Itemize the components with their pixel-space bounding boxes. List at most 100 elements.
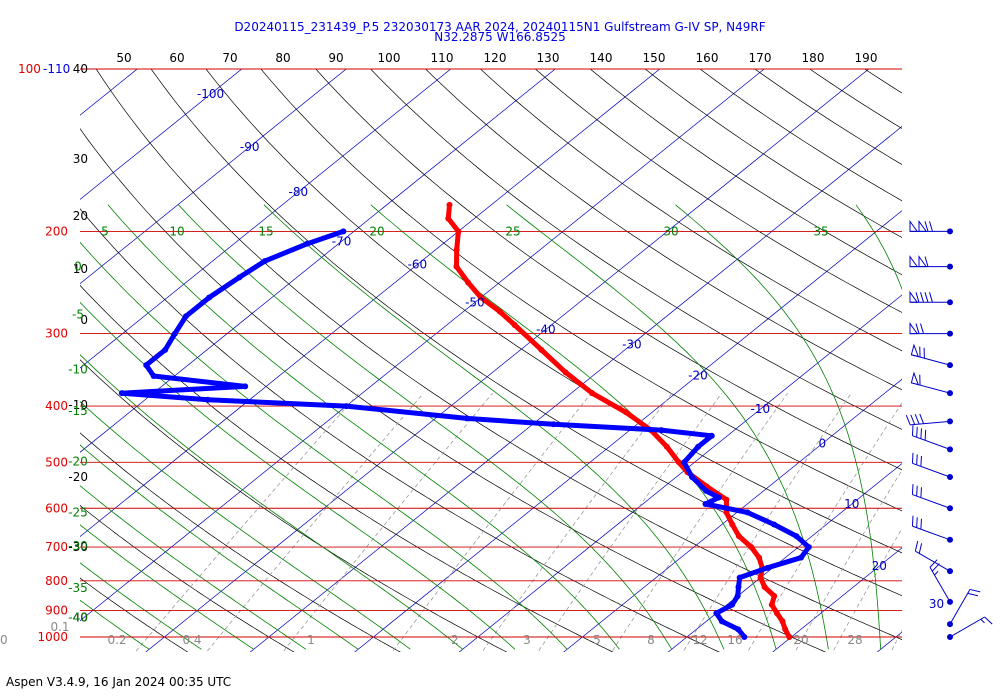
moist-adiabat-label: -30: [68, 539, 88, 553]
isotherm-line: [458, 294, 902, 652]
wind-barb-feather: [915, 292, 920, 303]
dewpoint-profile-point: [206, 294, 213, 301]
top-scale-label: 110: [431, 51, 454, 65]
temperature-profile-point: [496, 308, 503, 315]
top-scale-label: 150: [643, 51, 666, 65]
top-scale-label: 130: [537, 51, 560, 65]
temperature-profile-point: [779, 618, 786, 625]
left-scale-label: -40: [68, 610, 88, 624]
sounding-profiles: [118, 201, 812, 640]
wind-barb: [905, 413, 953, 426]
mixing-ratio-line: [832, 527, 902, 652]
dewpoint-profile-point: [735, 626, 742, 633]
moist-adiabat-line: [80, 524, 254, 650]
pressure-label-1000: 1000: [37, 630, 68, 644]
wind-barb: [911, 484, 953, 512]
temperature-profile-point: [622, 409, 629, 416]
isotherm-line: [80, 69, 243, 200]
wind-barbs: [905, 219, 993, 640]
isotherm-line: [80, 69, 138, 116]
moist-adiabat-label: 20: [369, 224, 384, 238]
isotherm-label: -40: [536, 322, 556, 336]
temperature-profile-point: [757, 574, 764, 581]
moist-adiabat-label: 35: [813, 224, 828, 238]
dewpoint-profile-point: [143, 362, 150, 369]
moist-adiabat-line: [178, 204, 673, 650]
top-scale-label: 60: [169, 51, 184, 65]
pressure-label-800: 800: [45, 574, 68, 588]
isotherm-label: -60: [408, 257, 428, 271]
top-scale-label: 190: [855, 51, 878, 65]
temperature-profile-point: [511, 322, 518, 329]
moist-adiabat-label: -15: [68, 404, 88, 418]
dry-adiabat-line: [80, 432, 401, 652]
top-scale-label: 180: [802, 51, 825, 65]
top-scale-label: 70: [222, 51, 237, 65]
mixing-ratio-line: [206, 392, 424, 652]
dewpoint-profile-point: [715, 494, 722, 501]
wind-barb: [910, 343, 953, 369]
moist-adiabat-line: [263, 204, 725, 650]
wind-barb-feather: [920, 518, 922, 530]
mixing-ratio-line: [391, 392, 592, 652]
mixing-ratio-line: [794, 469, 902, 652]
wind-barb-feather: [920, 455, 922, 467]
temperature-profile-point: [465, 279, 472, 286]
moist-adiabat-line: [80, 485, 307, 650]
mixing-ratio-label: 5: [593, 633, 601, 647]
moist-adiabat-label: -25: [68, 505, 88, 519]
dewpoint-profile-point: [713, 610, 720, 617]
moist-adiabat-line: [80, 599, 150, 650]
temperature-profile-point: [589, 390, 596, 397]
moist-adiabat-label: -20: [68, 454, 88, 468]
left-scale-label: -30: [68, 540, 88, 554]
mixing-ratio-label: 16: [727, 633, 742, 647]
left-scale-label: 10: [73, 262, 88, 276]
isotherm-line: [80, 69, 661, 537]
dry-adiabat-line: [205, 69, 902, 554]
wind-barb-feather: [931, 563, 940, 572]
dewpoint-profile-point: [242, 383, 249, 390]
pressure-label-600: 600: [45, 501, 68, 515]
isotherm-label: 10: [844, 497, 859, 511]
wind-barb-staff: [949, 589, 971, 625]
top-scale-label: 50: [116, 51, 131, 65]
temperature-profile-point: [453, 263, 460, 270]
dewpoint-profile-point: [805, 544, 812, 551]
isotherm-line: [563, 378, 902, 652]
dewpoint-profile-point: [734, 593, 741, 600]
wind-barb-staff: [912, 435, 951, 450]
dewpoint-profile-point: [150, 372, 157, 379]
moist-adiabat-line: [107, 204, 620, 650]
wind-barb-feather: [924, 429, 927, 441]
wind-barb: [909, 255, 953, 270]
top-scale-label: 100: [378, 51, 401, 65]
mixing-ratio-line: [282, 392, 493, 652]
wind-barb-feather: [914, 414, 920, 425]
temperature-profile-point: [756, 554, 763, 561]
temperature-profile-point: [455, 228, 462, 235]
chart-title: D20240115_231439_P.5 232030173 AAR 2024,…: [234, 20, 766, 34]
temperature-profile-point: [771, 593, 778, 600]
wind-barb-feather: [924, 221, 929, 232]
wind-barb-feather: [911, 425, 914, 436]
moist-adiabat-label: 25: [505, 224, 520, 238]
wind-barb-feather: [911, 484, 914, 495]
wind-barb: [909, 290, 953, 306]
dewpoint-profile-point: [741, 634, 748, 640]
dewpoint-profile-point: [793, 533, 800, 540]
chart-subtitle: N32.2875 W166.8525: [434, 30, 566, 44]
dry-adiabat-line: [80, 284, 614, 652]
isobars: [80, 68, 902, 638]
mixing-ratio-line: [537, 392, 723, 652]
mixing-ratio-label: 2: [451, 633, 459, 647]
dry-adiabat-line: [95, 69, 902, 640]
dewpoint-profile-point: [703, 487, 710, 494]
wind-barb-feather: [920, 292, 924, 303]
dewpoint-profile-point: [236, 274, 243, 281]
wind-barb-staff: [912, 525, 951, 541]
moist-adiabat-line: [80, 401, 411, 650]
moist-adiabat-label: -10: [68, 363, 88, 377]
